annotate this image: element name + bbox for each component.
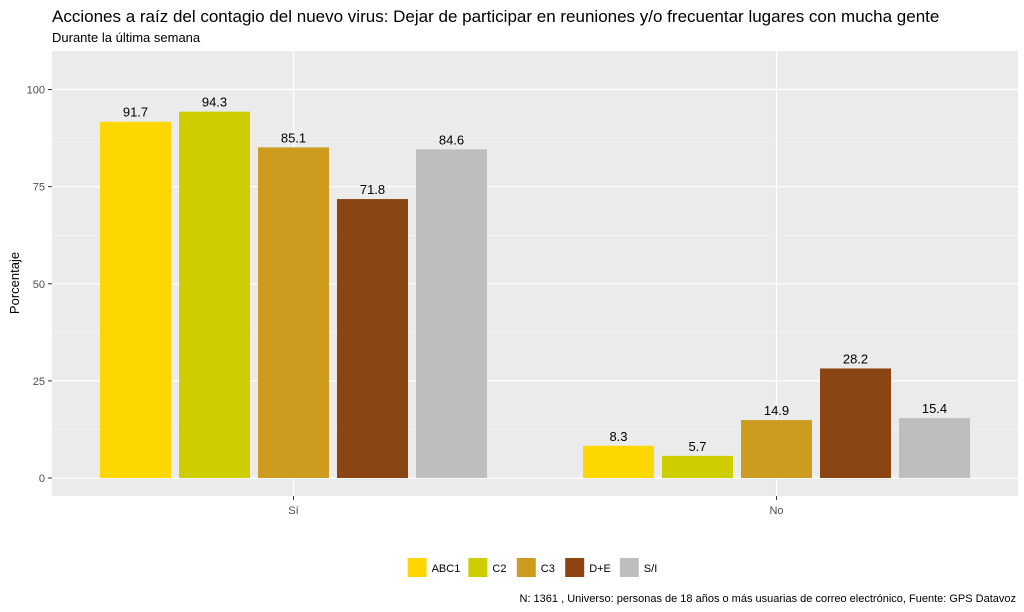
bar xyxy=(662,455,733,478)
chart-subtitle: Durante la última semana xyxy=(52,30,201,45)
data-label: 91.7 xyxy=(123,105,148,120)
legend-label: S/I xyxy=(644,563,657,575)
y-tick-label: 0 xyxy=(39,473,45,485)
data-label: 94.3 xyxy=(202,95,227,110)
chart-caption: N: 1361 , Universo: personas de 18 años … xyxy=(520,593,1017,605)
bar xyxy=(820,368,891,478)
bars xyxy=(100,111,970,479)
data-label: 28.2 xyxy=(843,351,868,366)
legend-key xyxy=(516,558,536,577)
bar xyxy=(337,199,408,478)
y-tick-label: 75 xyxy=(33,182,45,194)
y-tick-label: 25 xyxy=(33,376,45,388)
legend-key xyxy=(407,558,427,577)
legend-label: C3 xyxy=(541,563,555,575)
y-axis-label: Porcentaje xyxy=(7,252,22,314)
legend-key xyxy=(565,558,585,577)
data-label: 14.9 xyxy=(764,403,789,418)
data-label: 5.7 xyxy=(688,439,706,454)
y-axis: 0 25 50 75 100 xyxy=(27,85,52,485)
data-label: 15.4 xyxy=(922,401,947,416)
y-tick-label: 100 xyxy=(27,85,45,97)
data-label: 71.8 xyxy=(360,182,385,197)
data-label: 85.1 xyxy=(281,130,306,145)
bar xyxy=(179,111,250,478)
x-tick-label: Sí xyxy=(288,505,298,517)
chart-title: Acciones a raíz del contagio del nuevo v… xyxy=(52,7,939,26)
data-label: 84.6 xyxy=(439,132,464,147)
x-axis: Sí No xyxy=(288,496,784,517)
legend-key xyxy=(619,558,639,577)
bar xyxy=(899,418,970,478)
bar xyxy=(583,445,654,478)
bar xyxy=(741,420,812,478)
x-tick-label: No xyxy=(769,505,783,517)
legend: ABC1 C2 C3 D+E S/I xyxy=(407,558,657,577)
data-labels: 91.7 94.3 85.1 71.8 84.6 8.3 5.7 14.9 28.2 15.4 xyxy=(123,95,947,454)
legend-label: C2 xyxy=(492,563,506,575)
legend-label: D+E xyxy=(589,563,611,575)
bar xyxy=(416,149,487,479)
bar xyxy=(258,147,329,478)
y-tick-label: 50 xyxy=(33,279,45,291)
legend-label: ABC1 xyxy=(432,563,461,575)
bar xyxy=(100,121,171,479)
legend-key xyxy=(468,558,488,577)
data-label: 8.3 xyxy=(609,429,627,444)
